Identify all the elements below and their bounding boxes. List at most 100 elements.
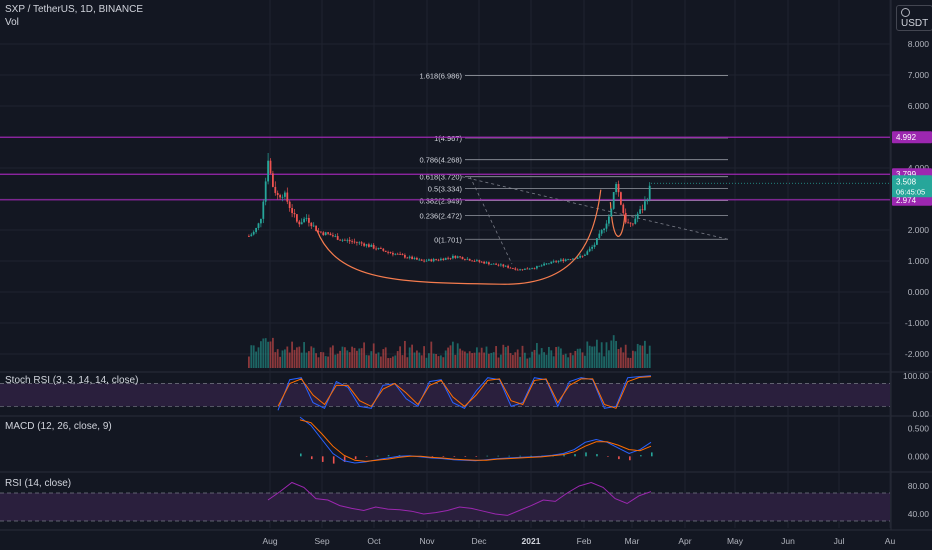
volume-bar xyxy=(550,350,553,368)
candle-body xyxy=(284,192,286,197)
volume-bar xyxy=(315,353,317,368)
currency-selector[interactable]: USDT xyxy=(896,5,932,31)
volume-bar xyxy=(272,337,274,368)
volume-bar xyxy=(418,352,421,368)
rsi-title[interactable]: RSI (14, close) xyxy=(5,478,72,489)
candle-body xyxy=(540,265,543,267)
candle-body xyxy=(536,266,538,269)
volume-bar xyxy=(312,347,315,368)
volume-bar xyxy=(620,347,622,368)
volume-bar xyxy=(260,341,262,368)
volume-bar xyxy=(291,341,293,368)
candle-body xyxy=(336,236,339,240)
candle-body xyxy=(322,232,325,236)
candle-body xyxy=(562,259,565,262)
candle-body xyxy=(344,239,346,241)
volume-bar xyxy=(382,349,385,368)
volume-bar xyxy=(360,348,363,368)
candle-body xyxy=(552,261,555,263)
volume-bar xyxy=(348,352,351,368)
candle-body xyxy=(524,268,526,270)
fib-label: 0.382(2.949) xyxy=(419,197,462,206)
candle-body xyxy=(293,213,296,215)
macd-histogram-bar xyxy=(508,455,511,457)
candle-body xyxy=(425,260,428,262)
volume-bar xyxy=(358,348,361,368)
volume-bar xyxy=(449,345,452,368)
candle-body xyxy=(329,233,332,236)
candle-body xyxy=(305,217,308,219)
candle-body xyxy=(538,265,541,267)
candle-body xyxy=(267,160,269,182)
y-tick-label: 0.000 xyxy=(908,287,930,297)
candle-body xyxy=(444,257,447,260)
candle-body xyxy=(490,264,493,265)
x-tick-label: Feb xyxy=(577,536,592,546)
volume-bar xyxy=(588,345,591,368)
volume-bar xyxy=(442,357,445,368)
stoch-tick: 100.00 xyxy=(903,371,929,381)
volume-bar xyxy=(365,355,368,368)
macd-histogram-bar xyxy=(431,456,434,457)
volume-bar xyxy=(641,345,644,368)
volume-bar xyxy=(363,342,365,368)
candle-body xyxy=(586,251,589,255)
stoch-tick: 0.00 xyxy=(912,409,929,419)
candle-body xyxy=(312,225,315,227)
volume-bar xyxy=(327,356,329,368)
candle-body xyxy=(435,259,437,260)
candle-body xyxy=(358,242,361,244)
candle-body xyxy=(303,218,305,223)
volume-bar xyxy=(248,356,250,368)
volume-bar xyxy=(552,356,555,368)
candle-body xyxy=(341,239,344,241)
volume-bar xyxy=(478,352,481,368)
candle-body xyxy=(389,252,392,253)
volume-bar xyxy=(452,341,454,368)
volume-bar xyxy=(596,339,598,368)
candle-body xyxy=(502,264,505,267)
candle-body xyxy=(480,261,483,263)
cup-curve xyxy=(316,189,602,285)
macd-histogram-bar xyxy=(596,454,598,457)
candle-body xyxy=(274,186,277,193)
macd-histogram-bar xyxy=(519,455,521,457)
candle-body xyxy=(401,254,404,256)
volume-bar xyxy=(372,343,375,368)
y-tick-label: -1.000 xyxy=(905,318,929,328)
symbol-title[interactable]: SXP / TetherUS, 1D, BINANCE xyxy=(5,4,144,15)
volume-bar xyxy=(317,357,320,368)
candle-body xyxy=(300,222,303,225)
volume-bar xyxy=(320,352,322,368)
candle-body xyxy=(291,208,293,214)
volume-bar xyxy=(389,357,392,368)
volume-bar xyxy=(504,347,507,368)
y-tick-label: -2.000 xyxy=(905,349,929,359)
volume-bar xyxy=(528,357,531,368)
volume-bar xyxy=(603,356,605,368)
x-tick-label: Sep xyxy=(314,536,329,546)
settings-icon[interactable] xyxy=(901,7,910,17)
volume-bar xyxy=(509,353,512,368)
volume-bar xyxy=(444,350,447,368)
candle-body xyxy=(473,261,476,262)
volume-bar xyxy=(276,349,279,368)
volume-bar xyxy=(468,351,471,368)
macd-title[interactable]: MACD (12, 26, close, 9) xyxy=(5,421,112,432)
candle-body xyxy=(324,232,327,236)
candle-body xyxy=(620,192,622,205)
volume-bar xyxy=(377,352,380,368)
volume-bar xyxy=(471,353,473,368)
volume-bar xyxy=(298,346,301,368)
stoch-rsi-title[interactable]: Stoch RSI (3, 3, 14, 14, close) xyxy=(5,375,139,386)
candle-body xyxy=(464,259,466,260)
candle-body xyxy=(497,264,500,266)
volume-bar xyxy=(521,345,524,368)
candle-body xyxy=(519,269,521,271)
volume-bar xyxy=(531,351,533,368)
macd-histogram-bar xyxy=(453,456,456,457)
volume-bar xyxy=(500,354,502,368)
volume-bar xyxy=(608,350,610,368)
candle-body xyxy=(396,253,399,255)
